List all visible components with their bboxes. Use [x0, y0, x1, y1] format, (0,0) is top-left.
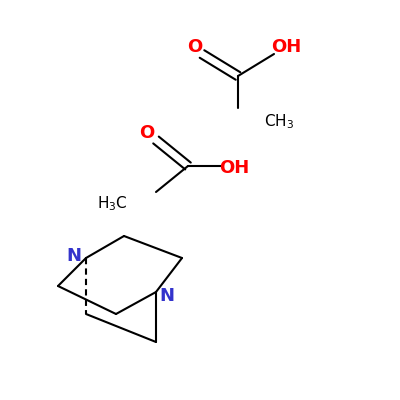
Text: N: N [66, 247, 82, 265]
Text: CH$_3$: CH$_3$ [264, 113, 294, 131]
Text: O: O [187, 38, 202, 56]
Text: N: N [160, 287, 175, 305]
Text: OH: OH [219, 159, 249, 177]
Text: O: O [140, 124, 155, 142]
Text: H$_3$C: H$_3$C [97, 195, 128, 213]
Text: OH: OH [271, 38, 301, 56]
